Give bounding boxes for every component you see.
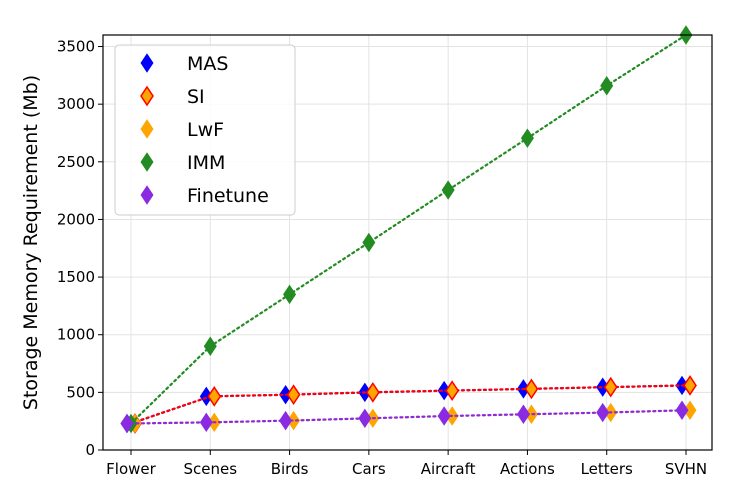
- legend-marker: [140, 85, 154, 107]
- legend-label: SI: [187, 86, 205, 108]
- data-point: [516, 404, 530, 424]
- plot-frame: [102, 34, 713, 451]
- legend-marker: [140, 185, 154, 205]
- data-point: [286, 384, 301, 406]
- y-tick-label: 0: [85, 441, 95, 459]
- data-point: [283, 284, 297, 305]
- data-point: [603, 376, 618, 398]
- data-point: [365, 382, 380, 403]
- legend-label: Finetune: [187, 185, 269, 207]
- series-line: [129, 33, 688, 425]
- y-tick-label: 3500: [57, 38, 95, 56]
- series-layer: [120, 25, 697, 434]
- data-point: [600, 76, 614, 96]
- y-tick-label: 3000: [57, 95, 95, 113]
- legend: MAS SI LwF IMM Finetune: [114, 44, 296, 216]
- legend-marker: [140, 119, 154, 139]
- data-point: [279, 410, 293, 431]
- series-line: [129, 384, 688, 425]
- data-point: [207, 386, 222, 407]
- x-tick-label: Aircraft: [421, 460, 476, 478]
- data-point: [437, 406, 451, 426]
- x-axis: Flower Scenes Birds Cars Aircraft Actions Lett…: [106, 450, 707, 478]
- data-point: [199, 412, 213, 433]
- x-tick-label: Actions: [500, 460, 555, 478]
- y-tick-label: 500: [66, 383, 95, 401]
- data-point: [596, 402, 610, 423]
- legend-marker: [140, 152, 154, 172]
- series-finetune: [120, 400, 689, 434]
- y-tick-label: 1500: [57, 268, 95, 286]
- series-line: [129, 409, 688, 425]
- legend-label: IMM: [187, 152, 225, 174]
- x-tick-label: Birds: [271, 460, 309, 478]
- data-point: [445, 380, 460, 401]
- grid: [103, 35, 712, 451]
- data-point: [203, 336, 217, 356]
- x-tick-label: Scenes: [184, 460, 238, 478]
- y-tick-label: 1000: [57, 326, 95, 344]
- data-point: [362, 232, 376, 253]
- y-axis-label: Storage Memory Requirement (Mb): [20, 75, 42, 410]
- data-point: [358, 408, 372, 429]
- x-tick-label: Letters: [581, 460, 633, 478]
- data-point: [120, 413, 134, 434]
- data-point: [683, 375, 697, 396]
- legend-marker: [140, 53, 154, 73]
- legend-box: [114, 44, 296, 216]
- data-point: [520, 128, 534, 148]
- legend-label: LwF: [187, 119, 224, 141]
- data-point: [675, 400, 689, 420]
- y-axis: 0 500 1000 1500 2000 2500 3000 3500: [57, 38, 103, 459]
- x-tick-label: Cars: [352, 460, 386, 478]
- data-point: [524, 378, 539, 400]
- y-tick-label: 2500: [57, 153, 95, 171]
- data-point: [441, 180, 455, 200]
- x-tick-label: SVHN: [665, 460, 707, 478]
- legend-label: MAS: [187, 53, 228, 75]
- y-tick-label: 2000: [57, 210, 95, 228]
- x-tick-label: Flower: [106, 460, 156, 478]
